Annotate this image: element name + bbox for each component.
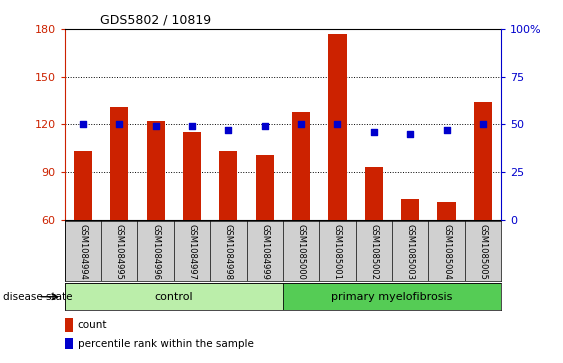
Point <box>333 121 342 127</box>
Text: count: count <box>78 320 108 330</box>
Text: GSM1084999: GSM1084999 <box>260 224 269 280</box>
Text: GSM1085003: GSM1085003 <box>406 224 415 281</box>
Text: GSM1085004: GSM1085004 <box>442 224 451 280</box>
Text: percentile rank within the sample: percentile rank within the sample <box>78 339 254 349</box>
Bar <box>65 318 73 332</box>
Bar <box>65 338 73 349</box>
Text: GSM1084997: GSM1084997 <box>187 224 196 281</box>
Bar <box>219 151 238 220</box>
Bar <box>256 155 274 220</box>
Text: GSM1084995: GSM1084995 <box>115 224 124 280</box>
Point <box>479 121 488 127</box>
Point <box>260 123 269 129</box>
Text: control: control <box>154 292 193 302</box>
Bar <box>283 283 501 310</box>
Point <box>78 121 87 127</box>
Point <box>406 131 415 137</box>
Text: GSM1085000: GSM1085000 <box>297 224 306 280</box>
Text: GDS5802 / 10819: GDS5802 / 10819 <box>100 13 211 26</box>
Bar <box>474 102 492 220</box>
Point <box>115 121 124 127</box>
Bar <box>183 132 201 220</box>
Text: GSM1084996: GSM1084996 <box>151 224 160 281</box>
Point <box>187 123 196 129</box>
Text: GSM1085001: GSM1085001 <box>333 224 342 280</box>
Bar <box>292 111 310 220</box>
Bar <box>365 167 383 220</box>
Bar <box>65 283 283 310</box>
Point <box>442 127 451 133</box>
Point <box>297 121 306 127</box>
Bar <box>437 202 455 220</box>
Text: GSM1084998: GSM1084998 <box>224 224 233 281</box>
Point <box>151 123 160 129</box>
Bar <box>146 121 165 220</box>
Point <box>369 129 378 135</box>
Text: GSM1085005: GSM1085005 <box>479 224 488 280</box>
Bar <box>401 199 419 220</box>
Text: disease state: disease state <box>3 292 72 302</box>
Text: GSM1085002: GSM1085002 <box>369 224 378 280</box>
Text: GSM1084994: GSM1084994 <box>78 224 87 280</box>
Text: primary myelofibrosis: primary myelofibrosis <box>331 292 453 302</box>
Bar <box>328 34 347 220</box>
Bar <box>74 151 92 220</box>
Bar <box>110 107 128 220</box>
Point <box>224 127 233 133</box>
